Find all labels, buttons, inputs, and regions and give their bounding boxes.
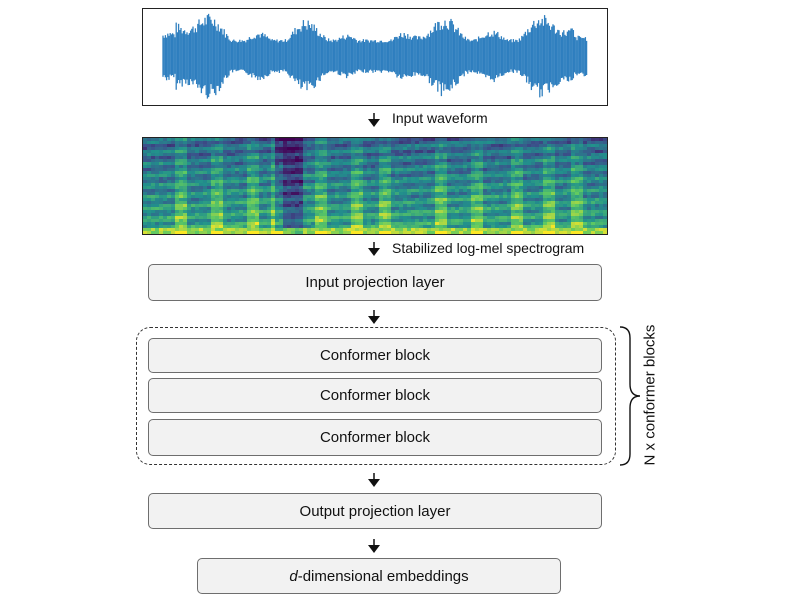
spectrogram-panel — [142, 137, 608, 235]
down-arrow-icon — [368, 113, 380, 127]
spectrogram-plot — [143, 138, 607, 234]
conformer-block-label: Conformer block — [319, 387, 431, 404]
conformer-block-2: Conformer block — [148, 378, 602, 413]
embeddings-label-text: -dimensional embeddings — [297, 567, 469, 585]
waveform-plot — [162, 13, 588, 99]
conformer-block-3: Conformer block — [148, 419, 602, 456]
curly-brace-icon — [619, 326, 641, 466]
embeddings-box: d-dimensional embeddings — [197, 558, 561, 594]
conformer-block-1: Conformer block — [148, 338, 602, 373]
output-projection-layer-label: Output projection layer — [299, 502, 451, 520]
down-arrow-icon — [368, 539, 380, 553]
output-projection-layer-box: Output projection layer — [148, 493, 602, 529]
spectrogram-label: Stabilized log-mel spectrogram — [392, 240, 585, 256]
n-conformer-blocks-label: N x conformer blocks — [641, 324, 659, 466]
conformer-block-label: Conformer block — [319, 347, 431, 364]
input-waveform-label: Input waveform — [392, 110, 488, 126]
conformer-blocks-group — [136, 327, 616, 465]
down-arrow-icon — [368, 310, 380, 324]
embedding-dimension-symbol: d — [289, 567, 298, 585]
input-projection-layer-label: Input projection layer — [305, 274, 445, 291]
waveform-panel — [142, 8, 608, 106]
down-arrow-icon — [368, 242, 380, 256]
embeddings-label: d-dimensional embeddings — [289, 568, 468, 585]
input-projection-layer-box: Input projection layer — [148, 264, 602, 301]
conformer-block-label: Conformer block — [319, 429, 431, 446]
down-arrow-icon — [368, 473, 380, 487]
